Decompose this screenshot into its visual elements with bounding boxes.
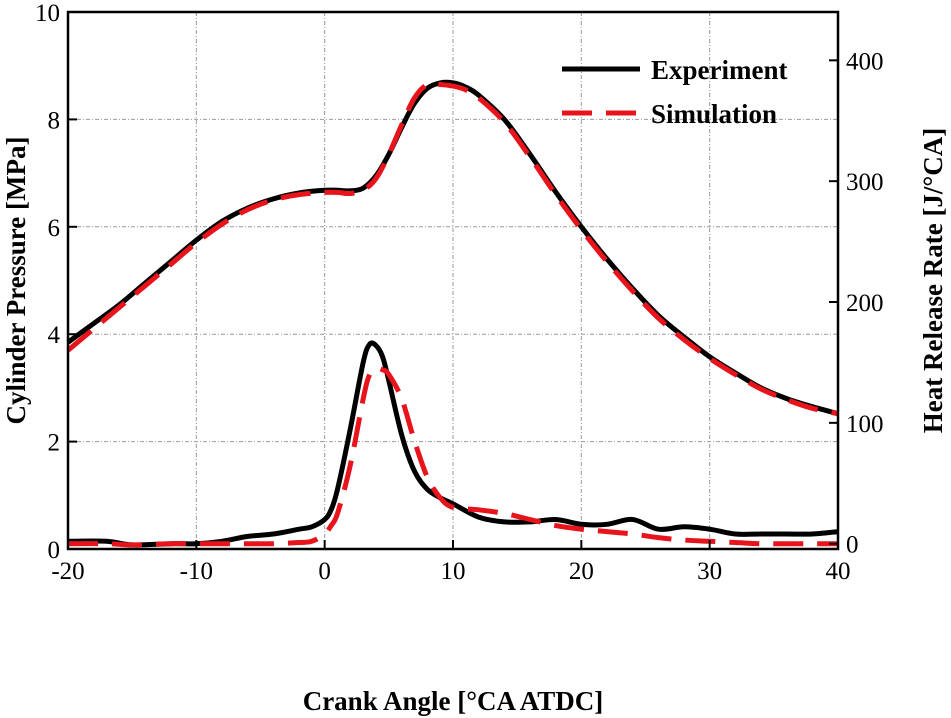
y2-tick-label: 0 [846, 532, 859, 559]
x-tick-label: 40 [826, 558, 851, 585]
y-tick-label: 4 [48, 322, 61, 349]
y-axis-title: Cylinder Pressure [MPa] [1, 137, 31, 425]
y2-axis-title: Heat Release Rate [J/°CA] [918, 128, 948, 433]
simulation-pressure-line [66, 80, 839, 417]
y2-tick-label: 200 [846, 290, 884, 317]
y-tick-label: 8 [48, 107, 61, 134]
x-tick-label: 30 [697, 558, 722, 585]
y2-tick-label: 100 [846, 411, 884, 438]
y-tick-label: 10 [35, 0, 60, 27]
x-tick-label: 20 [569, 558, 594, 585]
grid [68, 12, 838, 549]
y-tick-label: 2 [48, 430, 61, 457]
legend-label-experiment: Experiment [651, 55, 787, 85]
experiment-heat-release-rate-line [67, 340, 839, 548]
y2-tick-label: 300 [846, 169, 884, 196]
legend: Experiment Simulation [562, 55, 787, 129]
x-tick-label: -10 [180, 558, 213, 585]
simulation-heat-release-rate-line [67, 365, 838, 548]
x-tick-label: 0 [318, 558, 331, 585]
y-tick-label: 6 [48, 215, 61, 242]
plot-series [66, 79, 839, 548]
y-tick-label: 0 [48, 537, 61, 564]
x-axis-title: Crank Angle [°CA ATDC] [303, 686, 604, 716]
x-tick-label: 10 [441, 558, 466, 585]
x-tick-label: -20 [51, 558, 84, 585]
y2-tick-label: 400 [846, 48, 884, 75]
legend-label-simulation: Simulation [651, 99, 777, 129]
